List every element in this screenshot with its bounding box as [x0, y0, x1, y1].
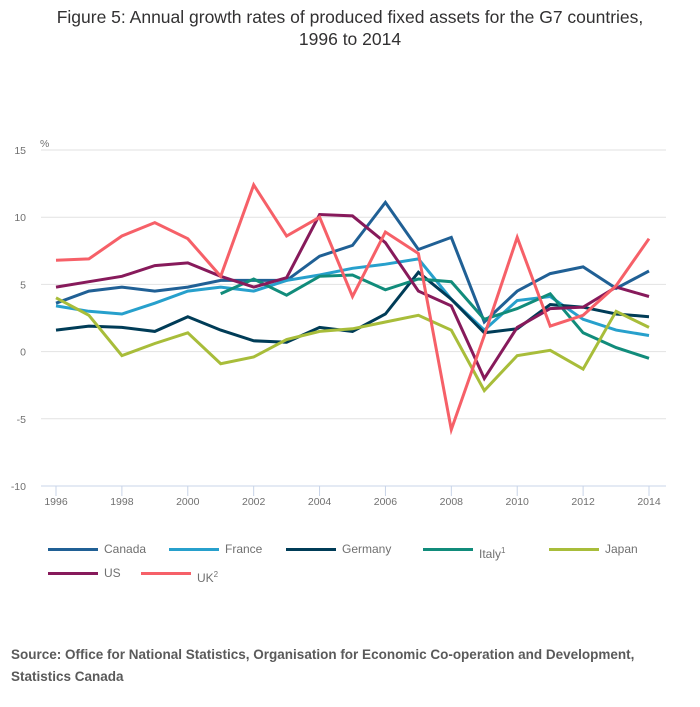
x-tick-label: 2000 [176, 496, 200, 508]
x-axis: 1996 1998 2000 2002 2004 2006 2008 2010 2012 2014 [41, 485, 666, 508]
x-tick-label: 2002 [242, 496, 266, 508]
legend-footnote-marker: 1 [501, 545, 506, 555]
legend-label: Canada [104, 542, 146, 556]
legend-item-us[interactable]: US [48, 564, 121, 582]
series-line-us [55, 212, 650, 382]
x-tick-label: 1998 [110, 496, 134, 508]
legend-label: UK2 [197, 570, 218, 585]
legend-item-italy[interactable]: Italy1 [423, 540, 505, 561]
y-tick-label: 15 [14, 145, 26, 157]
legend-label: Japan [605, 542, 638, 556]
legend-swatch [169, 547, 219, 551]
chart-title-line-2: 1996 to 2014 [298, 29, 402, 49]
gridlines [41, 149, 666, 420]
legend-label-text: US [104, 566, 121, 580]
chart-title: Figure 5: Annual growth rates of produce… [0, 6, 700, 50]
legend-item-france[interactable]: France [169, 540, 262, 558]
series-line-canada [55, 199, 650, 325]
legend-item-germany[interactable]: Germany [286, 540, 391, 558]
x-tick-label: 1996 [44, 496, 68, 508]
series-line-uk [55, 181, 651, 436]
y-tick-label: 5 [20, 279, 26, 291]
y-tick-label: 10 [14, 212, 26, 224]
y-tick-label: 0 [20, 347, 26, 359]
x-tick-label: 2006 [374, 496, 398, 508]
legend-footnote-marker: 2 [213, 569, 219, 579]
legend-label-text: Germany [342, 542, 392, 556]
source-note: Source: Office for National Statistics, … [11, 647, 635, 684]
series-line-germany [55, 270, 650, 344]
series-lines [55, 181, 651, 436]
legend-label: Italy1 [479, 546, 505, 561]
legend-label-text: Japan [605, 542, 638, 556]
y-tick-label: -10 [11, 481, 26, 493]
line-chart: 15 10 5 0 -5 -10 % 1996 1998 2000 2002 2004 2006 20… [11, 138, 666, 508]
x-tick-label: 2014 [637, 496, 661, 508]
legend-label-text: Italy [479, 546, 502, 561]
legend-item-canada[interactable]: Canada [48, 540, 146, 558]
legend-swatch [141, 571, 191, 575]
series-line-italy [220, 273, 650, 360]
legend-item-japan[interactable]: Japan [549, 540, 638, 558]
legend-label-text: Canada [104, 542, 147, 556]
legend-swatch [48, 571, 98, 575]
legend-label: Germany [342, 542, 391, 556]
legend-swatch [286, 547, 336, 551]
chart-title-line-1: Figure 5: Annual growth rates of produce… [56, 7, 644, 27]
legend-swatch [423, 547, 473, 551]
x-tick-label: 2010 [506, 496, 530, 508]
series-line-france [55, 257, 650, 337]
legend-swatch [48, 547, 98, 551]
y-axis-ticks: 15 10 5 0 -5 -10 [11, 145, 26, 493]
x-tick-label: 2012 [571, 496, 595, 508]
y-axis-unit-label: % [40, 138, 49, 150]
legend-swatch [549, 547, 599, 551]
series-line-japan [55, 296, 650, 394]
x-tick-label: 2008 [440, 496, 464, 508]
legend-label-text: France [225, 542, 263, 556]
legend-label-text: UK [197, 570, 214, 585]
legend-label: France [225, 542, 262, 556]
x-tick-label: 2004 [308, 496, 332, 508]
legend-label: US [104, 566, 121, 580]
legend-item-uk[interactable]: UK2 [141, 564, 218, 585]
y-tick-label: -5 [17, 414, 26, 426]
